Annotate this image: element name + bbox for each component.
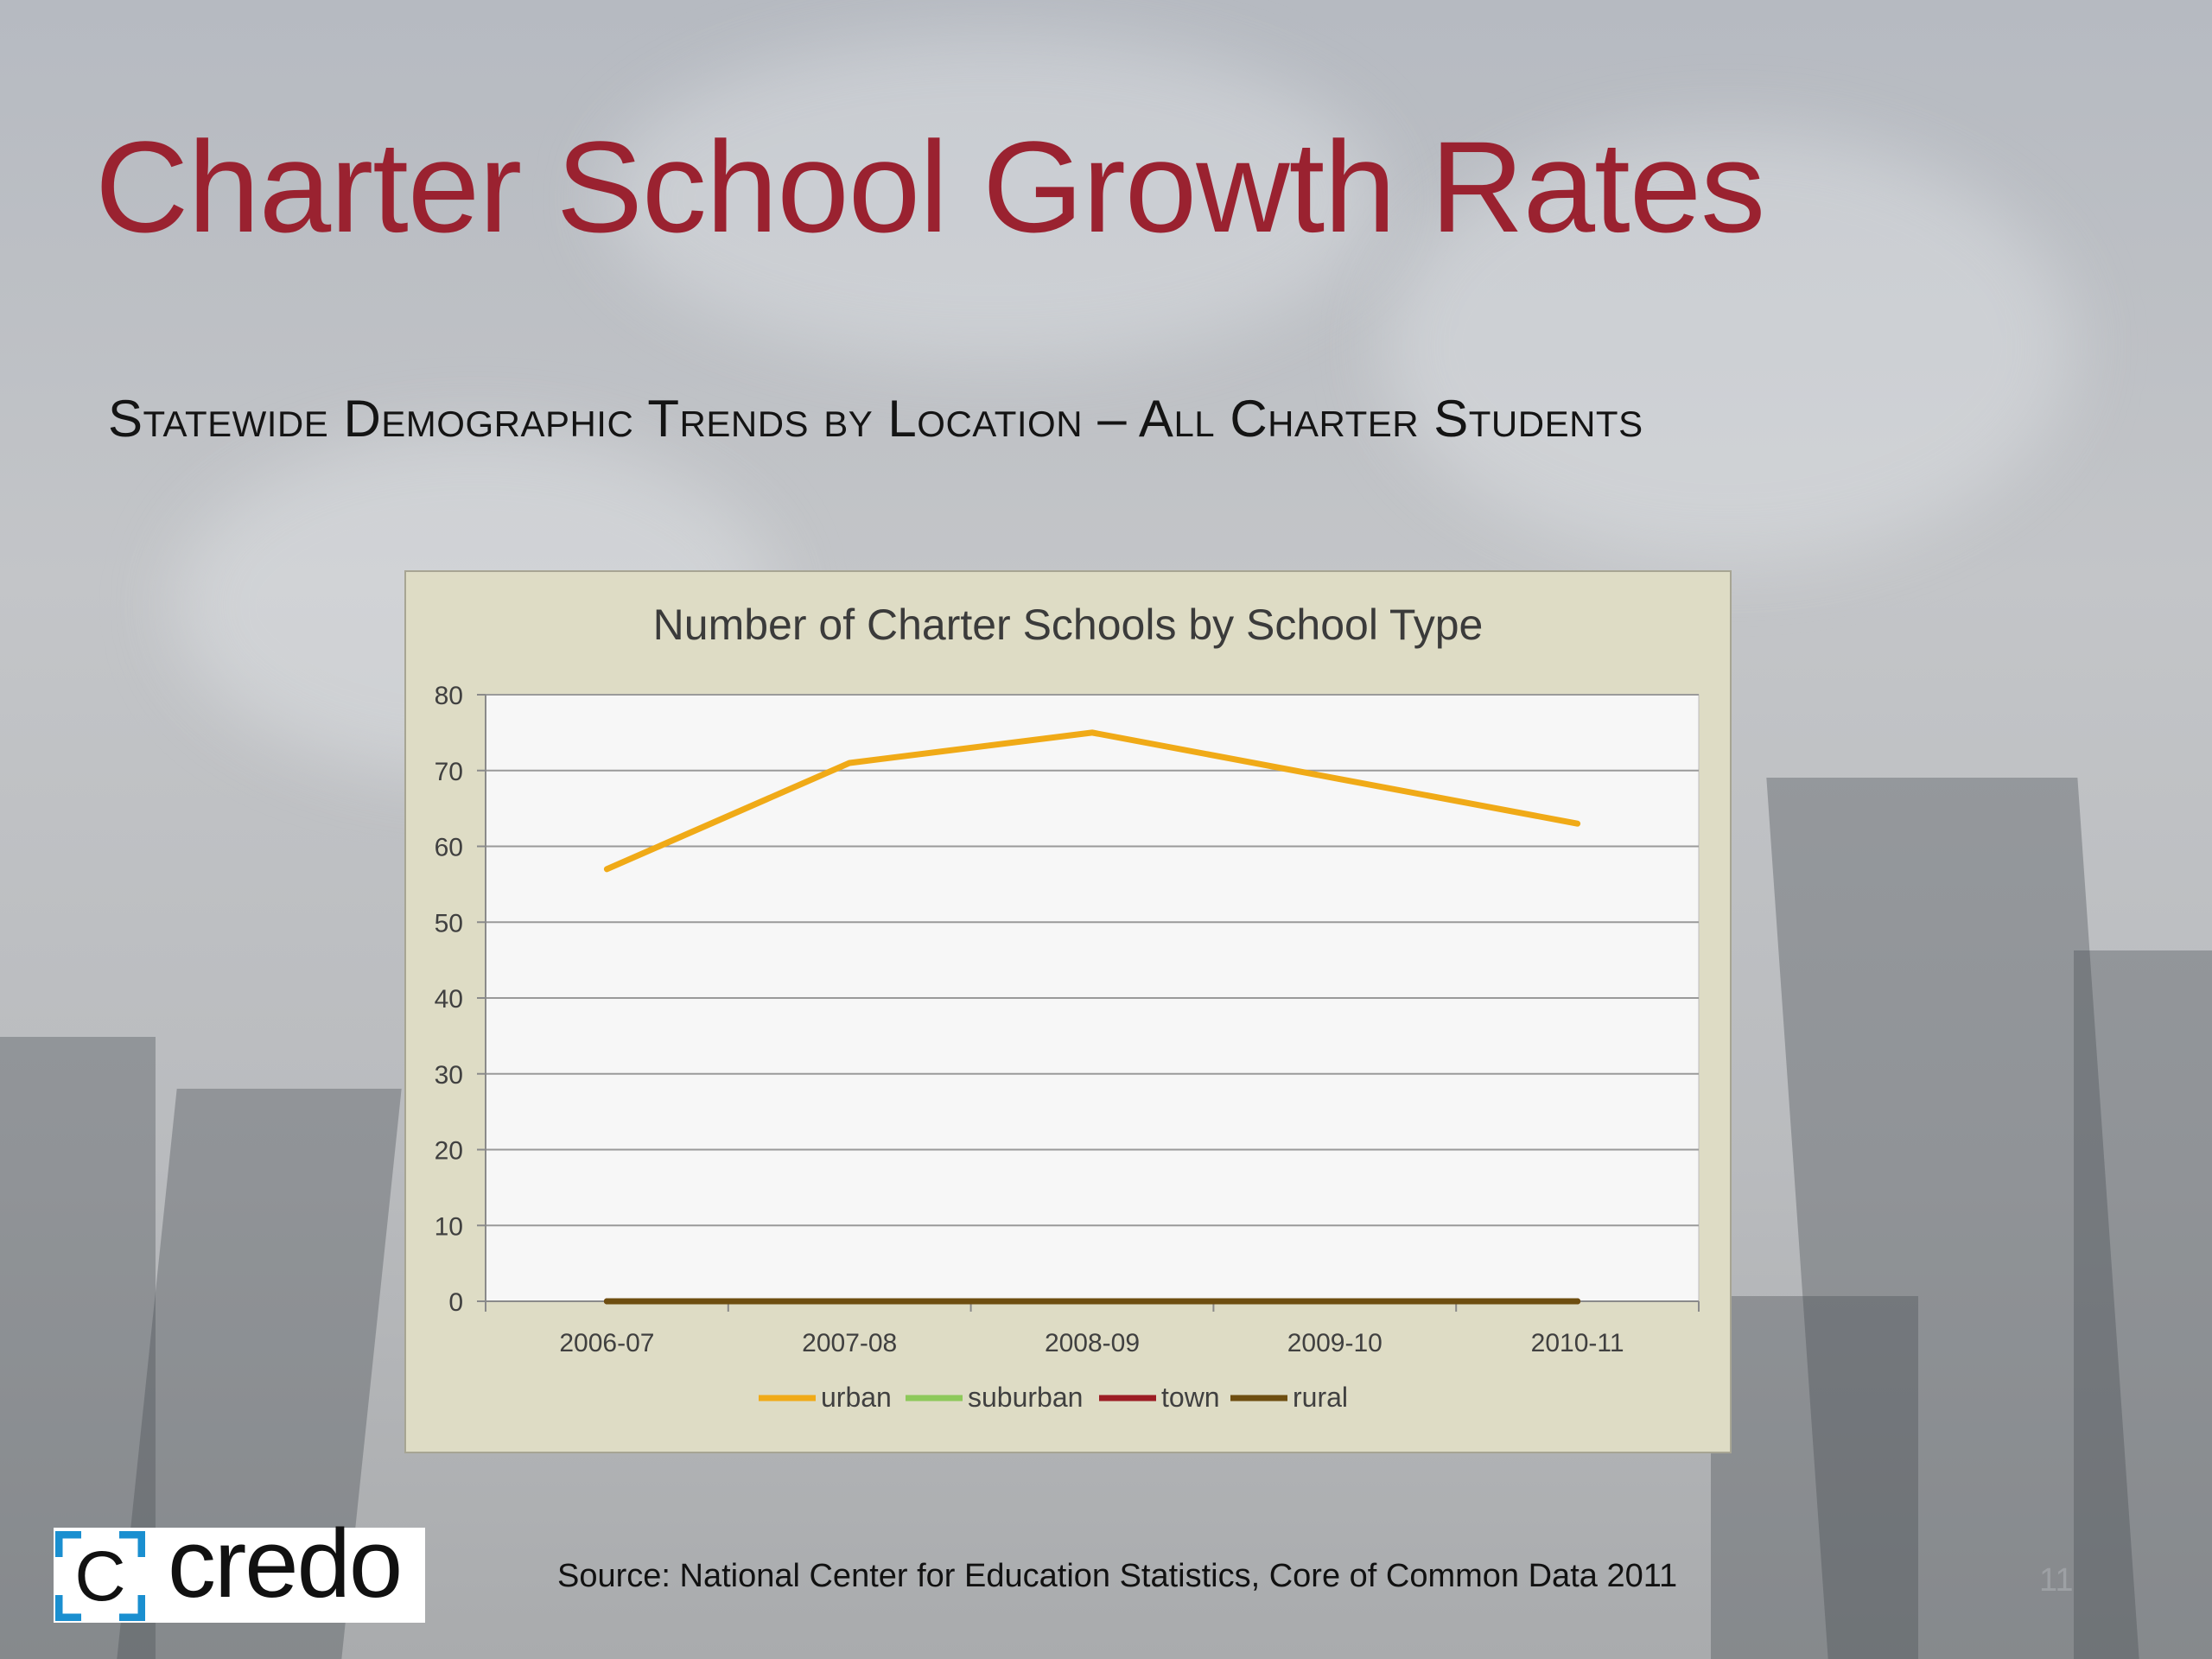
credo-logo: C credo xyxy=(54,1516,425,1623)
slide-number: 11 xyxy=(2039,1562,2074,1599)
y-tick-label: 30 xyxy=(435,1061,463,1090)
y-tick-label: 60 xyxy=(435,834,463,862)
logo-mark-letter: C xyxy=(74,1537,125,1616)
source-note: Source: National Center for Education St… xyxy=(557,1558,1678,1594)
credo-logo-icon: C xyxy=(55,1531,145,1621)
x-tick-label: 2007-08 xyxy=(802,1329,897,1357)
legend-label-urban: urban xyxy=(821,1382,892,1413)
y-tick-label: 0 xyxy=(448,1288,463,1317)
chart-container: Number of Charter Schools by School Type… xyxy=(404,570,1732,1453)
x-tick-label: 2008-09 xyxy=(1045,1329,1140,1357)
y-tick-label: 70 xyxy=(435,758,463,786)
chart-title: Number of Charter Schools by School Type xyxy=(653,601,1484,649)
slide-title: Charter School Growth Rates xyxy=(95,114,1765,259)
y-tick-label: 10 xyxy=(435,1212,463,1241)
x-tick-label: 2010-11 xyxy=(1531,1329,1624,1357)
y-tick-label: 50 xyxy=(435,909,463,938)
slide-subtitle: Statewide Demographic Trends by Location… xyxy=(108,390,1643,448)
logo-text: credo xyxy=(168,1510,403,1618)
legend-label-town: town xyxy=(1161,1382,1220,1413)
y-tick-label: 40 xyxy=(435,985,463,1014)
line-chart: Number of Charter Schools by School Type… xyxy=(435,601,1700,1413)
y-tick-label: 80 xyxy=(435,682,463,710)
y-tick-label: 20 xyxy=(435,1137,463,1166)
series-line-urban xyxy=(603,729,1581,873)
legend-label-rural: rural xyxy=(1293,1382,1348,1413)
x-tick-label: 2006-07 xyxy=(559,1329,654,1357)
legend-label-suburban: suburban xyxy=(968,1382,1083,1413)
x-tick-label: 2009-10 xyxy=(1287,1329,1382,1357)
